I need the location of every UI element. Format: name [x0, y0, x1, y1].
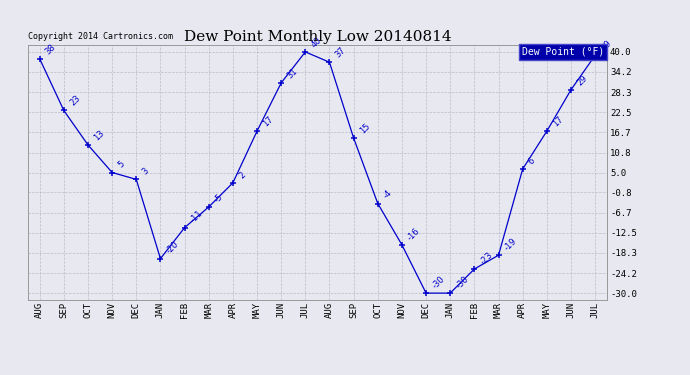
Text: Dew Point (°F): Dew Point (°F)	[522, 47, 604, 57]
Text: -30: -30	[431, 274, 446, 290]
Text: Copyright 2014 Cartronics.com: Copyright 2014 Cartronics.com	[28, 32, 172, 41]
Text: 31: 31	[286, 66, 299, 80]
Text: 38: 38	[44, 42, 58, 56]
Title: Dew Point Monthly Low 20140814: Dew Point Monthly Low 20140814	[184, 30, 451, 44]
Text: 17: 17	[551, 114, 565, 128]
Text: -23: -23	[479, 250, 495, 266]
Text: -16: -16	[406, 226, 422, 242]
Text: 39: 39	[600, 39, 613, 53]
Text: -30: -30	[455, 274, 471, 290]
Text: -20: -20	[165, 240, 181, 256]
Text: -5: -5	[213, 192, 225, 204]
Text: 6: 6	[527, 156, 537, 166]
Text: 5: 5	[117, 160, 126, 170]
Text: 13: 13	[92, 128, 106, 142]
Text: 29: 29	[575, 73, 589, 87]
Text: -11: -11	[189, 209, 205, 225]
Text: 15: 15	[358, 122, 372, 135]
Text: 3: 3	[141, 166, 150, 177]
Text: -4: -4	[382, 189, 394, 201]
Text: 23: 23	[68, 94, 82, 108]
Text: 17: 17	[262, 114, 275, 128]
Text: -19: -19	[503, 237, 519, 252]
Text: 37: 37	[334, 45, 348, 60]
Text: 40: 40	[310, 35, 324, 49]
Text: 2: 2	[237, 170, 247, 180]
